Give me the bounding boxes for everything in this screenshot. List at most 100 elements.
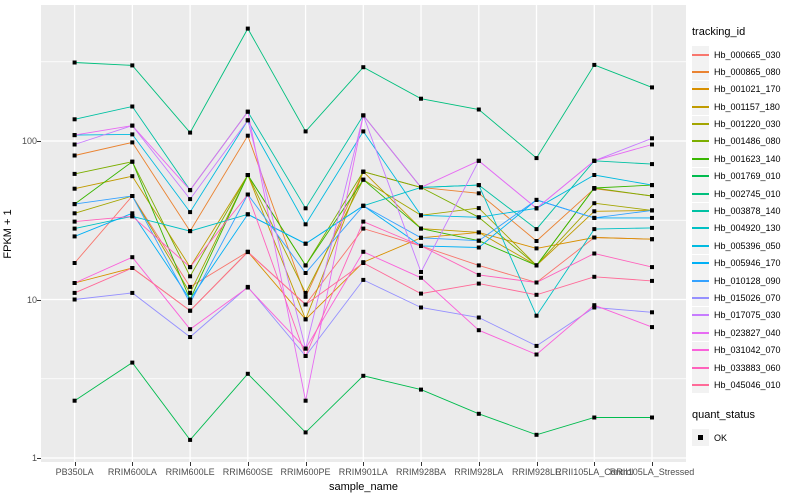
legend-item-label: Hb_017075_030 (714, 310, 781, 321)
legend-key-line-swatch (692, 383, 709, 386)
y-tickmark (37, 458, 41, 459)
legend-item-label: Hb_001220_030 (714, 119, 781, 130)
legend-key-box (692, 341, 709, 359)
legend-key-line-swatch (692, 279, 709, 282)
data-point (130, 290, 135, 295)
legend-key-line-swatch (692, 331, 709, 334)
data-point (419, 291, 423, 296)
data-point (476, 191, 481, 196)
data-point (419, 305, 423, 310)
data-point (72, 142, 77, 147)
data-point (72, 133, 77, 138)
data-point (303, 222, 308, 227)
data-point (188, 229, 193, 234)
data-point (361, 113, 366, 118)
legend-item-label: Hb_005396_050 (714, 240, 781, 251)
data-point (245, 371, 250, 376)
data-point (476, 206, 481, 211)
data-point (72, 290, 77, 295)
legend-item-Hb_010128_090: Hb_010128_090 (692, 272, 798, 290)
data-point (592, 274, 597, 279)
legend-item-Hb_023827_040: Hb_023827_040 (692, 324, 798, 342)
data-point (72, 186, 77, 191)
x-tick-label: RRII105LA_Stressed (609, 467, 695, 477)
legend-key-box (692, 185, 709, 203)
data-point (361, 373, 366, 378)
data-point (72, 117, 77, 122)
data-point (419, 235, 423, 240)
legend-key-line-swatch (692, 140, 709, 143)
data-point (361, 277, 366, 282)
data-point (303, 290, 308, 295)
legend-item-label: OK (714, 432, 728, 443)
data-point (476, 230, 481, 235)
legend-item-label: Hb_003878_140 (714, 206, 781, 217)
data-point (419, 275, 423, 280)
legend-key-box (692, 272, 709, 290)
legend-item-Hb_005396_050: Hb_005396_050 (692, 237, 798, 255)
data-point (303, 129, 308, 134)
x-tickmark (247, 462, 249, 466)
data-point (72, 202, 77, 207)
legend-item-Hb_002745_010: Hb_002745_010 (692, 185, 798, 203)
data-point (419, 270, 423, 274)
data-point (650, 183, 654, 188)
x-tick-label: RRIM600LA (107, 467, 157, 477)
legend-item-Hb_001623_140: Hb_001623_140 (692, 150, 798, 168)
data-point (650, 85, 654, 90)
data-point (534, 263, 539, 268)
data-point (592, 215, 597, 220)
data-point (650, 325, 654, 330)
data-point (419, 185, 423, 190)
data-point (592, 303, 597, 308)
data-point (534, 343, 539, 348)
data-point (650, 136, 654, 141)
data-point (245, 192, 250, 197)
data-point (72, 226, 77, 231)
data-point (592, 186, 597, 190)
legend-item-label: Hb_031042_070 (714, 345, 781, 356)
legend-key-line-swatch (692, 105, 709, 108)
legend-key-box (692, 306, 709, 324)
data-point (361, 249, 366, 254)
data-point (188, 301, 193, 305)
data-point (72, 171, 77, 176)
y-tick-label: 10 (26, 294, 37, 305)
data-point (476, 238, 481, 243)
legend-key-line-swatch (692, 123, 709, 126)
data-point (72, 261, 77, 265)
data-point (303, 294, 308, 299)
data-point (361, 177, 366, 182)
legend-key-line-swatch (692, 349, 709, 352)
legend-key-box (692, 289, 709, 307)
legend-item-label: Hb_015026_070 (714, 292, 781, 303)
data-point (188, 327, 193, 332)
data-point (361, 65, 366, 70)
data-point (130, 255, 135, 260)
legend-item-label: Hb_001157_180 (714, 101, 780, 112)
data-point (188, 284, 193, 289)
legend-key-box (692, 359, 709, 377)
x-tickmark (74, 462, 76, 466)
data-point (72, 297, 77, 302)
legend-item-label: Hb_010128_090 (714, 275, 781, 286)
legend-key-line-swatch (692, 175, 709, 178)
legend-key-box (692, 429, 709, 447)
data-point (130, 211, 135, 216)
data-point (188, 335, 193, 339)
data-point (419, 96, 423, 101)
y-tick-label: 1 (31, 453, 37, 463)
legend-item-label: Hb_001021_170 (714, 84, 781, 95)
legend-key-box (692, 324, 709, 342)
legend-item-Hb_033883_060: Hb_033883_060 (692, 359, 798, 377)
legend-title-quant-status: quant_status (692, 409, 755, 422)
x-tick-label: RRIM600LE (165, 467, 215, 477)
legend-item-label: Hb_001486_080 (714, 136, 781, 147)
data-point (650, 194, 654, 198)
data-point (361, 203, 366, 208)
legend-item-label: Hb_000865_080 (714, 66, 781, 77)
legend-key-line-swatch (692, 262, 709, 265)
x-tickmark (478, 462, 480, 466)
legend-item-Hb_000665_030: Hb_000665_030 (692, 46, 798, 63)
